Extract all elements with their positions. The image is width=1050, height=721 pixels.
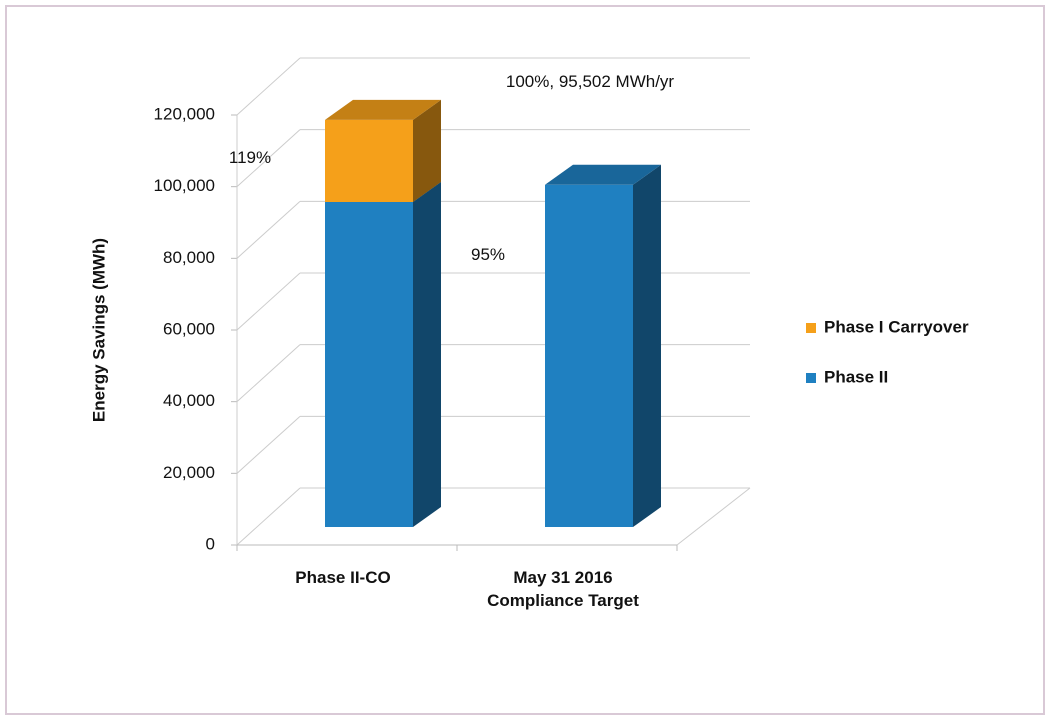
bar: [325, 201, 413, 527]
y-axis-title: Energy Savings (MWh): [89, 238, 108, 422]
y-tick-label: 80,000: [163, 248, 215, 267]
y-tick-label: 120,000: [154, 104, 215, 123]
legend-label: Phase II: [824, 367, 888, 386]
y-tick-label: 20,000: [163, 463, 215, 482]
y-tick-label: 60,000: [163, 319, 215, 338]
y-tick-label: 40,000: [163, 391, 215, 410]
bar-top: [325, 99, 441, 120]
grid-line-wall: [236, 415, 301, 474]
frame: [5, 5, 1045, 715]
bar: [545, 184, 633, 528]
grid-line-wall: [236, 344, 301, 403]
floor-edge: [676, 487, 751, 546]
y-tick-label: 0: [206, 534, 215, 553]
bar-side: [633, 164, 661, 528]
legend-swatch: [806, 373, 816, 383]
annotation: 100%, 95,502 MWh/yr: [505, 72, 675, 91]
legend-swatch: [806, 323, 816, 333]
annotation: 119%: [228, 148, 272, 167]
legend-label: Phase I Carryover: [824, 317, 969, 336]
x-tick-label: May 31 2016 Compliance Target: [487, 568, 639, 610]
x-tick-label: Phase II-CO: [295, 568, 391, 587]
annotation: 95%: [470, 245, 506, 264]
bar-side: [413, 181, 441, 527]
bar: [325, 119, 413, 202]
grid-line-wall: [236, 487, 301, 546]
bar-side: [413, 99, 441, 202]
grid-line-wall: [236, 200, 301, 259]
grid-line-wall: [236, 57, 301, 116]
grid-line-wall: [236, 129, 301, 188]
bar-top: [545, 164, 661, 185]
grid-line-wall: [236, 272, 301, 331]
y-tick-label: 100,000: [154, 176, 215, 195]
